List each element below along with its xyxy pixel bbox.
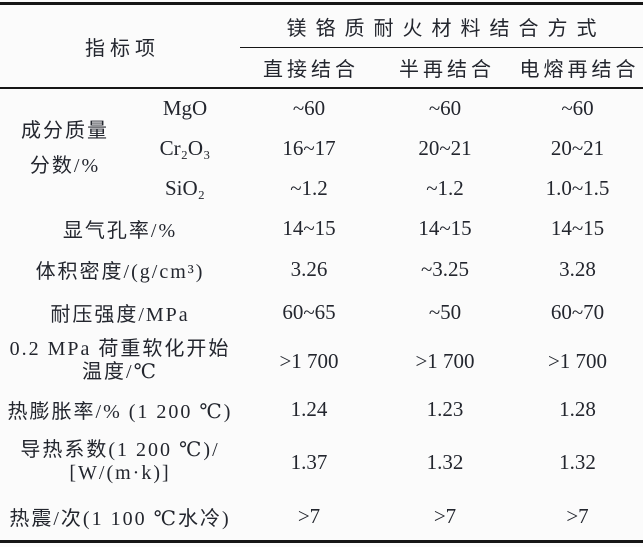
table-row-crushing-strength: 耐压强度/MPa 60~65 ~50 60~70 [0,290,643,334]
composition-group-label-line2: 分数/% [29,154,101,177]
value-cell: ~1.2 [426,175,464,200]
value-cell: >1 700 [547,348,608,373]
value-cell: >7 [566,504,589,529]
table-row-porosity: 显气孔率/% 14~15 14~15 14~15 [0,208,643,248]
chem-formula-cell: MgO [162,96,208,120]
indicator-header-cell: 指标项 [0,3,240,89]
chem-formula-cell: Cr₂O₃ [159,135,211,160]
value-cell: >7 [297,504,321,529]
value-cell: >1 700 [415,348,475,373]
row-label-line1: 0.2 MPa 荷重软化开始 [9,338,231,360]
value-cell: 60~65 [282,299,336,324]
value-cell: 14~15 [550,215,605,240]
value-cell: 1.23 [426,396,464,421]
value-cell: 1.0~1.5 [545,175,610,200]
table-row-bulk-density: 体积密度/(g/cm³) 3.26 ~3.25 3.28 [0,248,643,290]
value-cell: ~60 [428,96,462,120]
row-label-cell: 0.2 MPa 荷重软化开始 温度/℃ [0,334,240,388]
header-row-columns: 直接结合 半再结合 电熔再结合 [0,47,643,89]
row-label-cell: 热膨胀率/% (1 200 ℃) [7,400,233,423]
composition-group-label: 成分质量 分数/% [0,88,130,208]
value-cell: 20~21 [550,135,605,160]
table-row-thermal-expansion: 热膨胀率/% (1 200 ℃) 1.24 1.23 1.28 [0,388,643,430]
value-cell: >7 [433,504,457,529]
table-row-cr2o3: Cr₂O₃ 16~17 20~21 20~21 [0,128,643,168]
column-header-semi-rebonded: 半再结合 [378,47,512,89]
table-row-mgo: 成分质量 分数/% MgO ~60 ~60 ~60 [0,88,643,177]
value-cell: ~1.2 [290,175,328,200]
table-row-thermal-conductivity: 导热系数(1 200 ℃)/ [W/(m·k)] 1.37 1.32 1.32 [0,430,643,494]
value-cell: 3.26 [290,256,328,281]
value-cell: 14~15 [282,215,336,240]
value-cell: 14~15 [418,215,472,240]
value-cell: 60~70 [550,299,605,324]
value-cell: 20~21 [418,135,472,160]
row-label-line2: [W/(m·k)] [69,462,171,484]
chem-formula-cell: SiO₂ [164,175,205,200]
value-cell: 16~17 [282,135,336,160]
composition-group-label-line1: 成分质量 [21,119,109,142]
value-cell: ~3.25 [420,256,470,281]
row-label-line2: 温度/℃ [82,361,158,383]
table-row-thermal-shock: 热震/次(1 100 ℃水冷) >7 >7 >7 [0,494,643,541]
row-label-cell: 耐压强度/MPa [50,303,190,326]
value-cell: 1.37 [290,449,328,474]
column-header-fused-rebonded: 电熔再结合 [512,47,643,89]
value-cell: 1.24 [290,396,328,421]
value-cell: >1 700 [279,348,339,373]
value-cell: 1.28 [559,396,596,421]
header-row-spanner: 指标项 镁铬质耐火材料结合方式 [0,3,643,89]
value-cell: 1.32 [559,449,596,474]
value-cell: 1.32 [426,449,464,474]
column-header-direct-bond: 直接结合 [240,47,378,89]
table-row-softening-temperature: 0.2 MPa 荷重软化开始 温度/℃ >1 700 >1 700 >1 700 [0,334,643,388]
table-row-sio2: SiO₂ ~1.2 ~1.2 1.0~1.5 [0,168,643,208]
value-cell: 3.28 [559,256,596,281]
value-cell: ~60 [561,96,594,120]
row-label-cell: 体积密度/(g/cm³) [35,260,205,283]
row-label-cell: 热震/次(1 100 ℃水冷) [9,508,231,531]
value-cell: ~50 [428,299,462,324]
value-cell: ~60 [292,96,326,120]
row-label-cell: 导热系数(1 200 ℃)/ [W/(m·k)] [0,430,240,494]
row-label-cell: 显气孔率/% [62,219,178,242]
spanner-header-cell: 镁铬质耐火材料结合方式 [240,3,643,48]
row-label-line1: 导热系数(1 200 ℃)/ [20,439,220,461]
